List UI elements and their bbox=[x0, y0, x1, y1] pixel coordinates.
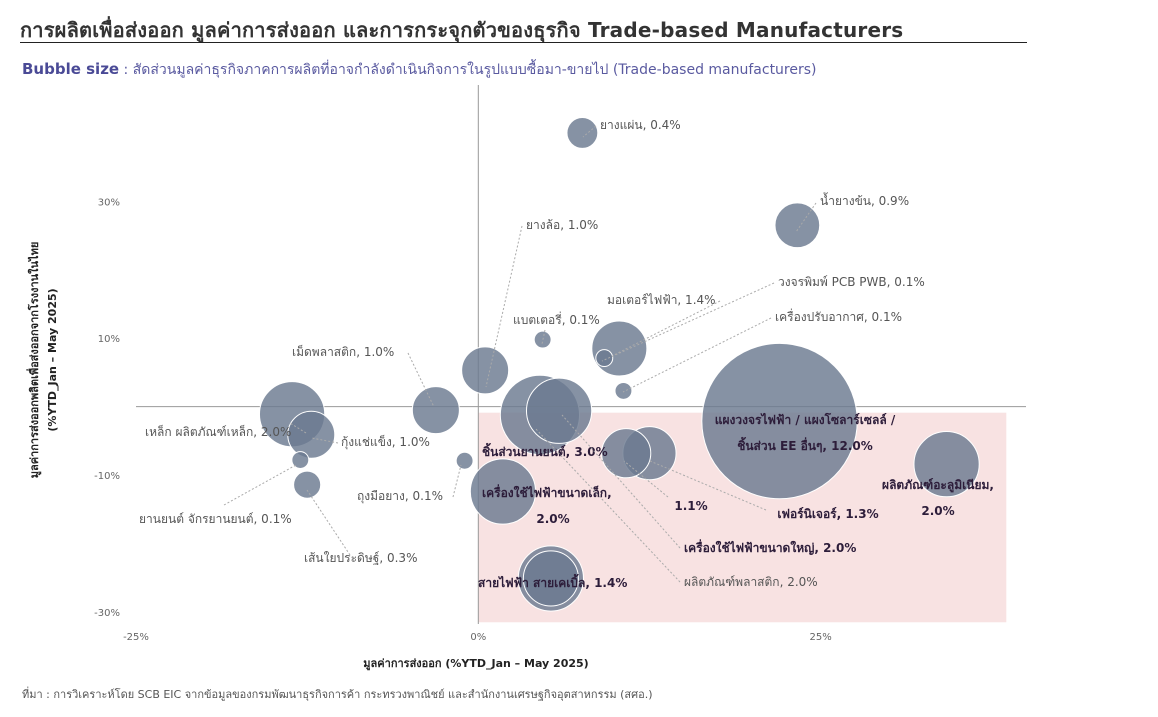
bubble-16 bbox=[601, 428, 652, 479]
leader-line-8 bbox=[289, 422, 307, 434]
bubble-14 bbox=[701, 342, 858, 500]
bubble-label-13: ชิ้นส่วนยานยนต์, 3.0% bbox=[482, 442, 608, 459]
subtitle-bold: Bubble size bbox=[22, 60, 120, 78]
chart-subtitle: Bubble size : สัดส่วนมูลค่าธุรกิจภาคการผ… bbox=[22, 59, 817, 81]
bubble-12 bbox=[293, 470, 322, 499]
leader-line-1 bbox=[795, 202, 817, 233]
x-tick-label-1: 0% bbox=[470, 632, 486, 643]
bubble-10 bbox=[455, 451, 474, 470]
bubble-7 bbox=[411, 386, 460, 435]
bubble-0 bbox=[566, 116, 599, 149]
y-tick-label-1: 10% bbox=[98, 334, 120, 345]
source-note: ที่มา : การวิเคราะห์โดย SCB EIC จากข้อมู… bbox=[22, 688, 653, 701]
bubble-9 bbox=[287, 410, 336, 459]
y-tick-label-2: -10% bbox=[94, 471, 120, 482]
bubble-label-15: เครื่องใช้ไฟฟ้าขนาดเล็ก, 2.0% bbox=[482, 484, 612, 526]
leader-line-18 bbox=[561, 414, 681, 549]
leader-line-6 bbox=[622, 317, 772, 393]
bubble-1 bbox=[774, 202, 821, 249]
bubble-15 bbox=[469, 458, 537, 525]
leader-line-3 bbox=[601, 282, 775, 362]
bubble-label-17: เฟอร์นิเจอร์, 1.3% bbox=[777, 507, 878, 521]
bubble-label-10: ถุงมือยาง, 0.1% bbox=[357, 489, 443, 504]
leader-line-9 bbox=[311, 437, 339, 444]
bubble-label-2: ยางล้อ, 1.0% bbox=[526, 218, 598, 232]
bubble-label-4: มอเตอร์ไฟฟ้า, 1.4% bbox=[607, 293, 716, 307]
leader-line-11 bbox=[223, 464, 297, 506]
bubble-label-18: เครื่องใช้ไฟฟ้าขนาดใหญ่, 2.0% bbox=[684, 539, 856, 555]
x-axis-title: มูลค่าการส่งออก (%YTD_Jan – May 2025) bbox=[363, 657, 588, 671]
bubble-6 bbox=[614, 381, 633, 400]
bubble-label-6: เครื่องปรับอากาศ, 0.1% bbox=[775, 308, 902, 324]
leader-line-0 bbox=[582, 125, 597, 138]
bubble-21 bbox=[522, 550, 579, 607]
bubble-label-12: เส้นใยประดิษฐ์, 0.3% bbox=[304, 551, 417, 565]
chart-title: การผลิตเพื่อส่งออก มูลค่าการส่งออก และกา… bbox=[20, 18, 904, 42]
bubble-label-21: สายไฟฟ้า สายเคเบิ้ล, 1.4% bbox=[478, 573, 627, 590]
bubble-2 bbox=[461, 346, 510, 395]
leader-line-10 bbox=[452, 464, 462, 498]
bubble-11 bbox=[291, 451, 310, 470]
x-tick-label-2: 25% bbox=[809, 632, 831, 643]
subtitle-text: : สัดส่วนมูลค่าธุรกิจภาคการผลิตที่อาจกำล… bbox=[119, 62, 817, 78]
bubble-label-9: กุ้งแช่แข็ง, 1.0% bbox=[341, 434, 430, 450]
leader-line-16 bbox=[623, 460, 669, 498]
bubble-label-19: ผลิตภัณฑ์อะลูมิเนียม, 2.0% bbox=[882, 478, 994, 518]
y-tick-label-0: 30% bbox=[98, 197, 120, 208]
bubble-label-5: แบตเตอรี่, 0.1% bbox=[513, 311, 600, 327]
bubble-label-8: เหล็ก ผลิตภัณฑ์เหล็ก, 2.0% bbox=[145, 424, 291, 439]
y-axis-title: มูลค่าการส่งออกพลิตเพื่อส่งออกจากโรงงานใ… bbox=[26, 242, 59, 479]
bubble-label-0: ยางแผ่น, 0.4% bbox=[600, 118, 681, 132]
bubble-label-3: วงจรพิมพ์ PCB PWB, 0.1% bbox=[778, 275, 925, 289]
bubble-label-14: แผงวงจรไฟฟ้า / แผงโซลาร์เซลล์ /ชิ้นส่วน … bbox=[715, 412, 896, 453]
bubble-label-1: น้ำยางข้น, 0.9% bbox=[820, 192, 909, 208]
bubble-3 bbox=[595, 349, 614, 368]
bubble-label-7: เม็ดพลาสติก, 1.0% bbox=[292, 344, 394, 359]
bubble-19 bbox=[913, 431, 980, 498]
leader-line-20 bbox=[534, 427, 681, 583]
leader-line-12 bbox=[306, 489, 351, 556]
bubble-label-11: ยานยนต์ จักรยานยนต์, 0.1% bbox=[139, 512, 292, 526]
title-divider bbox=[20, 42, 1027, 43]
leader-line-2 bbox=[485, 225, 523, 388]
bubble-label-20: ผลิตภัณฑ์พลาสติก, 2.0% bbox=[684, 575, 818, 589]
x-tick-label-0: -25% bbox=[123, 632, 149, 643]
bubble-4 bbox=[591, 320, 648, 377]
leader-line-7 bbox=[407, 352, 435, 408]
leader-line-17 bbox=[649, 460, 767, 511]
bubble-18 bbox=[525, 377, 593, 444]
y-tick-label-3: -30% bbox=[94, 608, 120, 619]
bubble-label-16: 1.1% bbox=[674, 499, 707, 513]
